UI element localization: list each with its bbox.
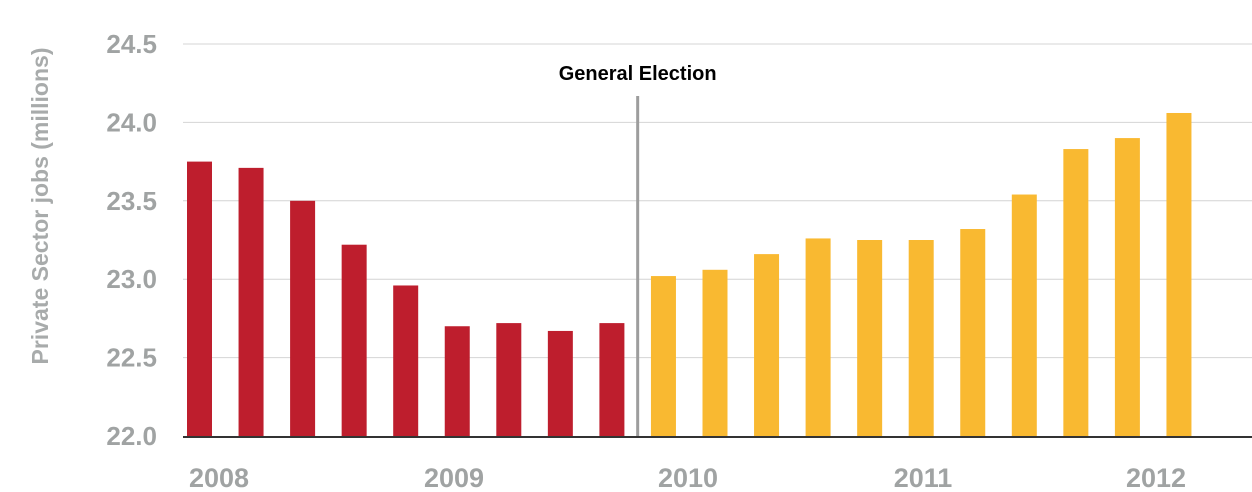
x-tick-label: 2010 [658, 463, 718, 492]
bar [547, 330, 573, 436]
x-tick-label: 2011 [894, 463, 953, 492]
bar [1063, 149, 1089, 436]
bar [1166, 112, 1192, 436]
x-tick-label: 2008 [189, 463, 249, 492]
bar [702, 269, 728, 436]
bar [341, 244, 367, 436]
y-tick-label: 23.5 [106, 186, 157, 216]
bar [187, 161, 212, 436]
bar [960, 229, 986, 436]
y-tick-label: 22.0 [106, 421, 157, 451]
y-tick-label: 24.0 [106, 107, 157, 137]
bar [496, 323, 522, 436]
y-tick-label: 24.5 [106, 29, 157, 59]
x-axis-ticks: 2008 2009 2010 2011 2012 [189, 463, 1186, 492]
bar [444, 326, 470, 436]
bar [754, 254, 780, 436]
bar [290, 200, 316, 436]
bar [238, 167, 264, 436]
y-tick-label: 23.0 [106, 264, 157, 294]
y-tick-label: 22.5 [106, 343, 157, 373]
y-axis-ticks: 22.0 22.5 23.0 23.5 24.0 24.5 [106, 29, 157, 451]
bar [1114, 138, 1140, 436]
bar [393, 285, 419, 436]
bars [187, 112, 1192, 436]
bar [908, 240, 934, 436]
bar [857, 240, 883, 436]
general-election-annotation: General Election [559, 63, 717, 85]
x-tick-label: 2009 [424, 463, 484, 492]
x-tick-label: 2012 [1126, 463, 1186, 492]
bar [1011, 194, 1037, 436]
y-axis-label: Private Sector jobs (millions) [27, 48, 53, 365]
bar [805, 238, 831, 436]
bar [599, 323, 625, 436]
bar [650, 276, 676, 436]
